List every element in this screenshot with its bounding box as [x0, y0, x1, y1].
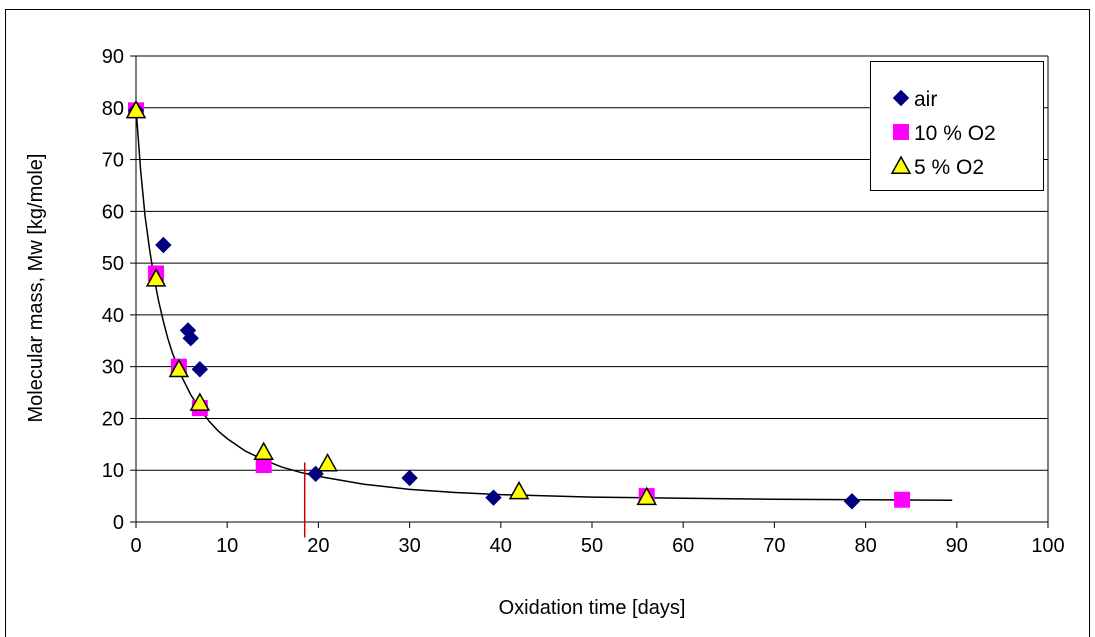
y-tick-label: 0 — [113, 512, 124, 534]
y-tick-label: 70 — [102, 150, 124, 172]
data-points — [125, 99, 911, 510]
point-air — [191, 361, 209, 378]
legend-marker-10-o2 — [893, 124, 909, 140]
point-5-o2 — [317, 452, 338, 472]
x-tick-label: 100 — [1031, 535, 1064, 557]
point-air — [485, 489, 502, 506]
legend-label-air: air — [914, 88, 937, 111]
point-5-o2 — [125, 99, 147, 119]
x-tick-label: 60 — [672, 535, 694, 557]
point-5-o2 — [145, 268, 167, 287]
fit-curve-layer — [135, 107, 953, 502]
legend: air 10 % O2 5 % O2 — [870, 61, 1044, 191]
point-air — [155, 236, 172, 254]
x-tick-label: 70 — [763, 535, 785, 557]
y-tick-label: 30 — [102, 357, 124, 379]
y-tick-label: 50 — [102, 253, 124, 275]
axes: 0 10 20 30 40 50 60 70 80 90 0 10 20 30 40 50 60 70 80 90 10… — [102, 46, 1065, 557]
point-5-o2 — [168, 358, 190, 378]
y-tick-label: 40 — [102, 305, 124, 327]
point-10-o2 — [894, 491, 911, 508]
legend-label-10-o2: 10 % O2 — [914, 122, 996, 145]
point-air — [843, 493, 861, 510]
point-5-o2 — [253, 441, 274, 461]
fit-curve — [135, 107, 953, 502]
x-tick-label: 80 — [854, 535, 876, 557]
x-tick-label: 10 — [216, 535, 238, 557]
chart-border — [5, 9, 1090, 637]
point-air — [401, 469, 418, 487]
x-tick-label: 90 — [946, 535, 968, 557]
x-tick-label: 0 — [130, 535, 141, 557]
x-axis-title: Oxidation time [days] — [499, 597, 686, 619]
point-5-o2 — [508, 480, 530, 500]
legend-marker-5-o2 — [890, 155, 912, 174]
y-tick-label: 20 — [102, 408, 124, 430]
y-tick-label: 60 — [102, 201, 124, 223]
x-tick-label: 30 — [398, 535, 420, 557]
point-5-o2 — [189, 392, 211, 411]
legend-label-5-o2: 5 % O2 — [914, 156, 984, 179]
y-tick-label: 90 — [102, 46, 124, 68]
x-tick-label: 40 — [490, 535, 512, 557]
point-5-o2 — [636, 486, 657, 506]
y-tick-label: 10 — [102, 460, 124, 482]
x-tick-label: 50 — [581, 535, 603, 557]
legend-marker-air — [892, 89, 910, 107]
point-10-o2 — [255, 457, 272, 474]
y-tick-label: 80 — [102, 98, 124, 120]
y-axis-title: Molecular mass, Mw [kg/mole] — [25, 154, 47, 423]
point-air — [182, 329, 199, 347]
x-tick-label: 20 — [307, 535, 329, 557]
